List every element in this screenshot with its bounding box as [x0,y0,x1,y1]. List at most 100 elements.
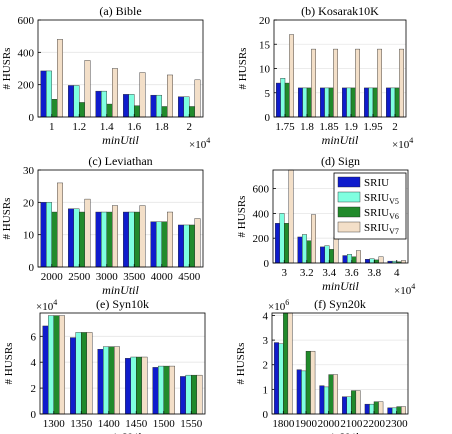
bar-sriu-v6 [305,350,311,415]
legend-swatch-sriu-v6 [337,206,361,218]
bar-sriu-v7 [399,48,404,118]
bar-sriu-v5 [73,85,80,118]
bar-sriu-v7 [141,356,148,415]
bar-sriu-v7 [139,205,146,268]
bar-sriu-v6 [53,315,60,415]
bar-sriu [365,259,370,264]
bar-sriu-v6 [189,224,195,268]
axes-frame [39,312,206,415]
y-tick-label: 4 [31,357,37,369]
chart-panel-2: 0 10 20 30 2000 2500 3000 3500 4000 4500 (c) Levia… [1,154,204,297]
bar-sriu-v6 [373,401,379,415]
y-tick-label: 0 [265,112,271,124]
y-tick-label: 0 [264,258,270,270]
bar-sriu-v5 [390,87,396,118]
bar-sriu [70,337,76,415]
bar-sriu [180,376,186,415]
y-tick-label: 2 [263,360,269,372]
bar-sriu-v7 [333,48,338,118]
bar-sriu-v5 [347,254,352,264]
legend-label-base: SRIU [364,207,389,219]
x-tick-label: 2000 [318,418,341,430]
x-tick-label: 3.2 [300,267,314,279]
legend-label-base: SRIU [364,222,389,234]
bar-sriu-v6 [283,312,289,415]
y-tick-label: 400 [253,208,270,220]
y-tick-label: 15 [259,39,271,51]
bar-sriu-v7 [114,346,120,415]
bar-sriu [40,202,47,268]
bar-sriu-v5 [368,87,374,118]
x-axis-label: minUtil [322,430,359,434]
plot-area [38,170,203,267]
bar-sriu-v7 [57,39,63,118]
y-axis-label: # HUSRs [236,196,248,238]
bar-sriu-v6 [79,211,85,268]
bar-sriu [42,325,49,415]
bar-sriu-v7 [311,214,316,264]
axes-frame [271,312,409,415]
x-tick-label: 3.6 [345,267,359,279]
x-tick-label: 1.85 [319,121,339,133]
bar-sriu [364,87,369,118]
x-tick-label: 2 [187,121,193,133]
chart-title: (a) Bible [99,4,141,18]
bar-sriu-v5 [46,70,52,118]
bar-sriu [387,407,393,415]
bar-sriu-v5 [156,221,162,268]
bar-sriu-v5 [324,245,330,264]
bar-sriu-v6 [306,240,312,264]
bar-sriu [125,358,131,415]
bar-sriu [386,87,391,118]
y-tick-label: 5 [265,88,271,100]
x-axis-label: minUtil [102,283,139,297]
bar-sriu [342,255,348,264]
x-tick-label: 1350 [70,418,93,430]
y-tick-label: 1 [263,384,269,396]
chart-title: (b) Kosarak10K [301,4,379,18]
bar-sriu-v6 [136,356,142,415]
x-axis-label: minUtil [322,279,359,293]
bar-sriu [150,221,157,268]
bar-sriu [40,70,47,118]
x-tick-label: 4500 [178,271,201,283]
bar-sriu-v7 [169,365,175,415]
x-tick-label: 1.9 [344,121,358,133]
bar-sriu-v6 [161,106,168,118]
x-multiplier-exp: 4 [206,136,210,145]
bar-sriu-v7 [355,390,361,415]
bar-sriu-v5 [73,208,80,268]
chart-title: (c) Leviathan [88,154,152,168]
bar-sriu-v7 [378,401,384,415]
x-tick-label: 1.8 [300,121,314,133]
bar-sriu-v6 [134,105,140,118]
x-tick-label: 1.6 [127,121,141,133]
x-tick-label: 1 [49,121,55,133]
y-axis-label: # HUSRs [237,48,249,90]
bar-sriu-v7 [86,332,93,415]
bar-sriu-v7 [57,182,63,268]
bar-sriu [178,96,184,118]
bar-sriu-v7 [288,169,294,264]
bar-sriu [296,369,302,415]
bar-sriu-v7 [167,211,173,268]
bar-sriu [320,246,325,264]
x-tick-label: 3.8 [367,267,381,279]
y-tick-label: 400 [18,47,35,59]
bar-sriu-v5 [324,87,330,118]
bar-sriu-v7 [139,72,146,118]
chart-panel-0: 0 200 400 600 1 1.2 1.4 1.6 1.8 2 (a) Bible # HUSRs… [1,4,210,151]
bar-sriu-v5 [46,202,52,268]
bar-sriu-v6 [79,102,85,118]
x-tick-label: 1.4 [100,121,114,133]
x-tick-label: 2200 [363,418,386,430]
x-tick-label: 1.8 [155,121,169,133]
x-tick-label: 3500 [123,271,146,283]
x-multiplier: ×104 [392,136,413,151]
x-tick-label: 2500 [68,271,91,283]
bar-sriu-v6 [51,211,58,268]
y-tick-label: 4 [263,310,269,322]
bar-sriu [68,85,74,118]
legend-label-base: SRIU [364,192,389,204]
legend-label-sub: V5 [389,197,399,206]
